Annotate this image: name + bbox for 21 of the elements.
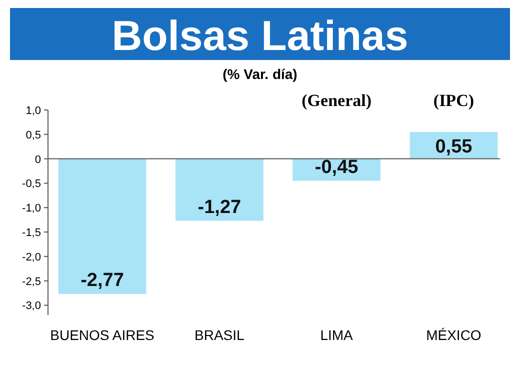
- annotation: (General): [302, 91, 372, 110]
- y-tick-label: -0,5: [22, 178, 41, 190]
- y-tick-label: 1,0: [26, 105, 41, 117]
- y-tick-label: 0: [34, 154, 41, 166]
- data-label: 0,55: [435, 136, 473, 158]
- chart-title: Bolsas Latinas: [112, 12, 408, 59]
- x-tick-label: BUENOS AIRES: [50, 327, 154, 343]
- x-tick-label: LIMA: [320, 327, 354, 343]
- y-tick-label: -1,5: [22, 227, 41, 240]
- annotation: (IPC): [433, 91, 474, 110]
- data-label: -0,45: [314, 156, 359, 178]
- y-tick-label: -1,0: [22, 202, 41, 215]
- data-label: -2,77: [80, 270, 124, 292]
- data-label: -1,27: [198, 196, 242, 218]
- y-tick-label: -3,0: [22, 300, 41, 312]
- x-tick-label: MÉXICO: [426, 327, 482, 343]
- chart-subtitle: (% Var. día): [222, 66, 298, 82]
- y-tick-label: -2,0: [22, 251, 41, 264]
- y-tick-label: 0,5: [26, 129, 41, 142]
- x-tick-label: BRASIL: [194, 327, 245, 343]
- y-tick-label: -2,5: [22, 276, 41, 288]
